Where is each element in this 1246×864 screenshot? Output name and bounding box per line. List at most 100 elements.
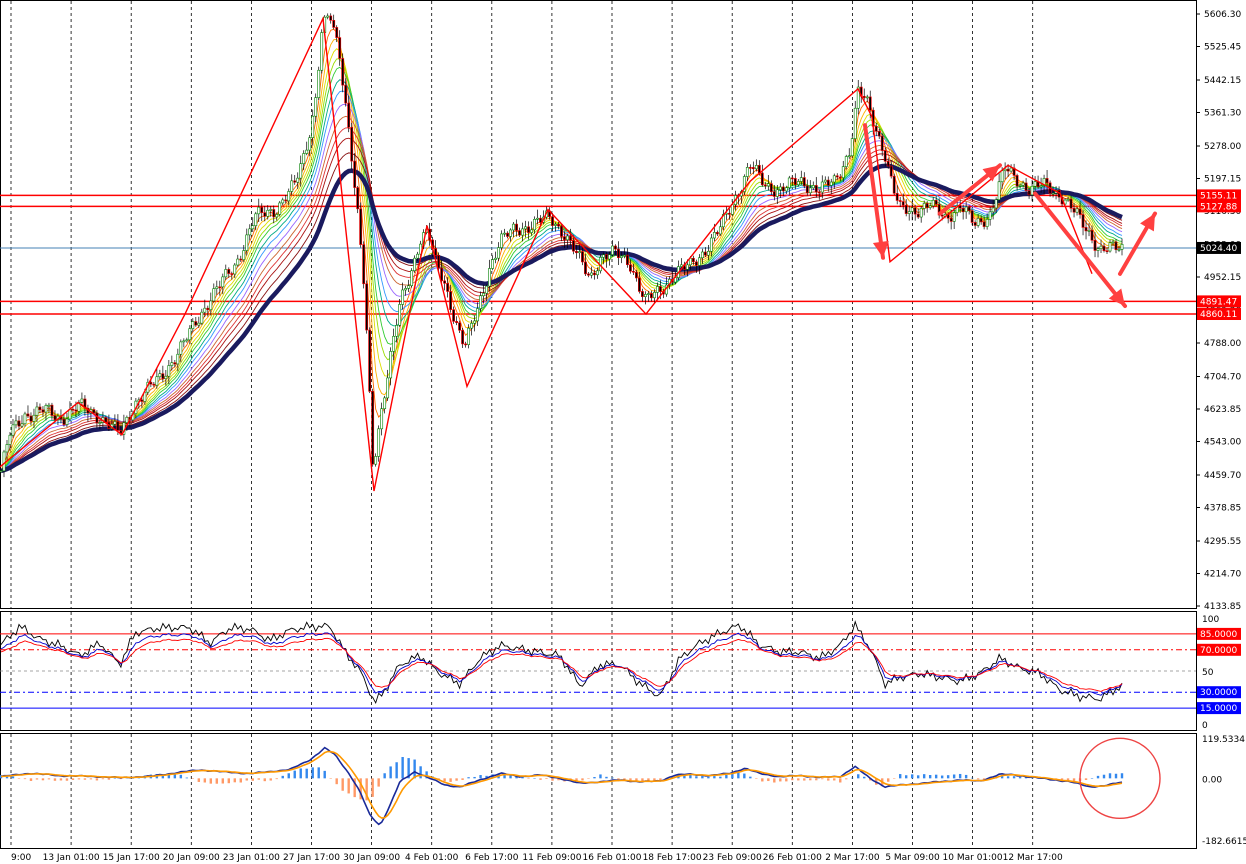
oscillator-line (0, 620, 1123, 705)
candle (149, 381, 153, 385)
histogram-bar (65, 778, 69, 781)
candle (787, 177, 791, 188)
candle (350, 126, 354, 162)
panel-frame-main (0, 0, 1197, 609)
candle (700, 251, 704, 259)
candle (167, 365, 171, 377)
candle (386, 377, 390, 399)
histogram-bar (107, 778, 111, 780)
histogram-bar (869, 778, 872, 781)
y-tick-label: 5442.15 (1204, 76, 1241, 86)
x-tick-label: 18 Feb 17:00 (643, 853, 702, 863)
histogram-bar (395, 762, 398, 779)
candle (317, 69, 321, 98)
candle (536, 217, 539, 220)
histogram-bar (101, 778, 105, 780)
candle (823, 179, 827, 183)
candle (509, 229, 512, 237)
y-tick-label: 4133.85 (1204, 602, 1241, 612)
candle (940, 214, 944, 217)
histogram-bar (653, 778, 656, 781)
candle (503, 232, 506, 235)
candle (1108, 242, 1112, 252)
histogram-bar (839, 778, 842, 783)
candle (832, 175, 836, 183)
moving-average-line (0, 127, 1123, 472)
candle (524, 226, 527, 230)
histogram-bar (725, 774, 728, 779)
candle (332, 20, 336, 28)
candle (98, 422, 102, 424)
candle (949, 217, 953, 222)
histogram-bar (59, 778, 63, 781)
candle (1006, 168, 1010, 172)
candle (629, 264, 632, 272)
histogram-bar (341, 778, 344, 791)
candle (410, 270, 414, 286)
candle (329, 15, 333, 21)
candle (479, 295, 482, 309)
x-tick-label: 23 Jan 01:00 (223, 853, 280, 863)
candle (623, 254, 626, 257)
y-tick-label: 5361.30 (1204, 109, 1241, 119)
candle (1042, 178, 1046, 187)
candle (440, 267, 444, 282)
candle (236, 258, 240, 266)
candle (880, 135, 884, 151)
histogram-bar (365, 778, 368, 801)
x-tick-label: 23 Feb 09:00 (703, 853, 762, 863)
candle (335, 27, 339, 38)
histogram-bar (287, 773, 290, 779)
candle (988, 211, 992, 220)
osc-level-tag (1197, 627, 1241, 640)
candle (383, 397, 387, 410)
candle (1030, 185, 1034, 196)
histogram-bar (401, 757, 404, 779)
x-tick-label: 16 Feb 01:00 (582, 853, 641, 863)
candle (865, 96, 869, 99)
candle (703, 251, 707, 256)
candle (290, 180, 294, 192)
histogram-bar (922, 774, 926, 779)
candle (275, 214, 279, 218)
histogram-bar (719, 776, 722, 779)
histogram-bar (1006, 776, 1010, 779)
candle (254, 213, 258, 227)
histogram-bar (1024, 777, 1028, 779)
candle (1051, 192, 1055, 195)
histogram-bar (47, 778, 51, 780)
candle (769, 183, 773, 193)
candle (170, 362, 174, 366)
candle (614, 245, 617, 250)
candle (802, 177, 806, 187)
x-tick-label: 2 Mar 17:00 (825, 853, 880, 863)
histogram-bar (299, 768, 302, 779)
candle (230, 273, 234, 275)
candle (638, 277, 641, 292)
candle (8, 434, 12, 445)
candle (904, 204, 908, 214)
candle (907, 211, 911, 214)
histogram-bar (1084, 778, 1088, 780)
candle (1081, 214, 1085, 228)
candle (272, 209, 276, 218)
candle (176, 353, 180, 365)
x-tick-label: 11 Feb 09:00 (522, 853, 581, 863)
candle (1096, 248, 1100, 251)
candle (26, 413, 30, 417)
candle (287, 191, 291, 202)
histogram-bar (71, 778, 75, 780)
histogram-bar (503, 773, 506, 779)
candle (850, 138, 854, 157)
trend-arrow (863, 123, 885, 260)
histogram-bar (383, 773, 386, 779)
candle (991, 207, 995, 213)
candle (449, 291, 452, 310)
candle (566, 235, 569, 241)
histogram-bar (1114, 773, 1118, 779)
candle (35, 406, 39, 416)
candle (1000, 170, 1004, 183)
histogram-bar (910, 774, 914, 779)
histogram-bar (1090, 778, 1094, 779)
candle (518, 230, 521, 236)
